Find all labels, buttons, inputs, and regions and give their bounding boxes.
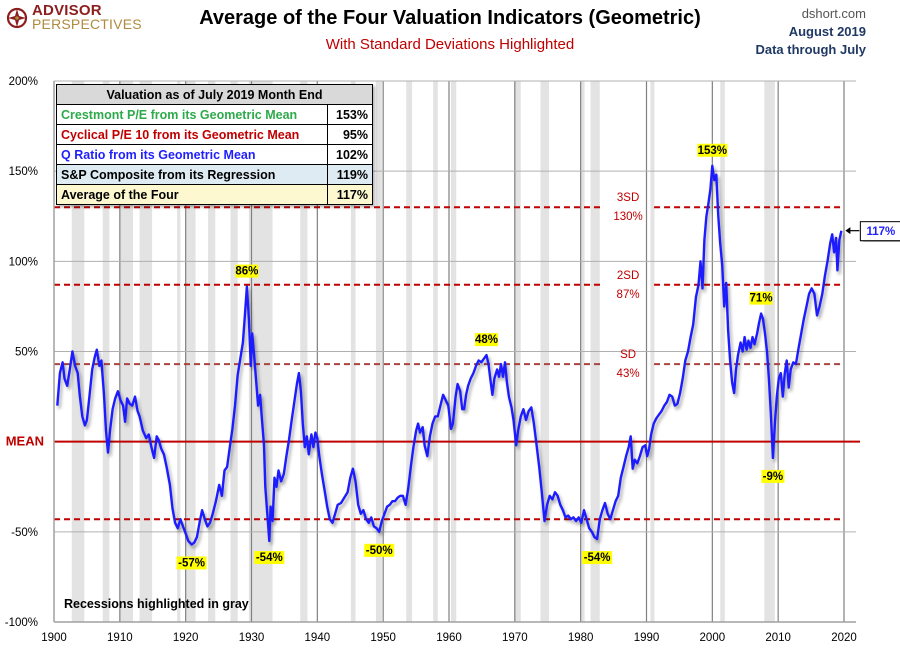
sd-label: SD: [620, 349, 636, 361]
annotation-label: 71%: [750, 293, 773, 305]
x-tick-label: 1900: [41, 632, 67, 644]
last-value-box: [859, 221, 900, 242]
valuation-table-title: Valuation as of July 2019 Month End: [56, 84, 373, 105]
row-label: Average of the Four: [56, 184, 328, 205]
logo-top-text: ADVISOR: [32, 2, 102, 19]
table-row: Cyclical P/E 10 from its Geometric Mean …: [56, 124, 373, 145]
valuation-table: Valuation as of July 2019 Month End Cres…: [56, 84, 373, 205]
annotation-highlight: [364, 543, 395, 557]
annotation-label: -50%: [366, 545, 393, 557]
y-tick-label: 150%: [9, 166, 38, 178]
last-value-label: 117%: [866, 226, 895, 238]
annotation-highlight: [254, 551, 285, 565]
annotation-label: 86%: [235, 266, 258, 278]
y-tick-label: MEAN: [6, 434, 44, 449]
annotation-label: -57%: [178, 557, 205, 569]
annotation-highlight: [761, 469, 785, 483]
table-row: S&P Composite from its Regression 119%: [56, 164, 373, 185]
sd-label: 3SD: [617, 192, 639, 204]
x-tick-label: 1930: [239, 632, 265, 644]
source-label: dshort.com: [801, 6, 866, 21]
table-row: Q Ratio from its Geometric Mean 102%: [56, 144, 373, 165]
annotation-label: -9%: [763, 471, 783, 483]
annotation-label: -54%: [584, 552, 611, 564]
row-value: 119%: [327, 164, 373, 185]
recession-note: Recessions highlighted in gray: [64, 597, 249, 611]
chart-subtitle: With Standard Deviations Highlighted: [325, 36, 575, 53]
x-tick-label: 1920: [173, 632, 199, 644]
annotation-highlight: [235, 264, 259, 278]
x-tick-label: 1960: [436, 632, 462, 644]
sd-value-label: 43%: [617, 368, 640, 380]
x-tick-label: 2010: [765, 632, 791, 644]
annotation-highlight: [697, 143, 728, 157]
x-tick-label: 1940: [305, 632, 331, 644]
annotation-highlight: [749, 291, 773, 305]
row-label: Q Ratio from its Geometric Mean: [56, 144, 328, 165]
x-tick-label: 1990: [634, 632, 660, 644]
y-tick-label: 200%: [9, 76, 38, 88]
publication-date: August 2019: [788, 24, 866, 39]
series-line: [56, 164, 843, 546]
annotation-label: 153%: [698, 145, 727, 157]
data-through-label: Data through July: [755, 42, 866, 57]
y-tick-label: 50%: [15, 347, 38, 359]
annotation-highlight: [475, 333, 499, 347]
row-value: 153%: [327, 104, 373, 125]
x-tick-label: 2020: [831, 632, 857, 644]
x-tick-label: 1980: [568, 632, 594, 644]
source-info: dshort.com August 2019 Data through July: [755, 5, 866, 59]
sd-value-label: 87%: [617, 289, 640, 301]
annotation-label: 48%: [475, 334, 498, 346]
chart-title: Average of the Four Valuation Indicators…: [199, 7, 701, 29]
annotation-highlight: [176, 556, 207, 570]
row-label: S&P Composite from its Regression: [56, 164, 328, 185]
sd-value-label: 130%: [613, 211, 642, 223]
row-label: Crestmont P/E from its Geometric Mean: [56, 104, 328, 125]
table-row: Average of the Four 117%: [56, 184, 373, 205]
sd-label: 2SD: [617, 270, 639, 282]
compass-icon: [6, 7, 28, 28]
y-tick-label: 100%: [9, 256, 38, 268]
row-value: 117%: [327, 184, 373, 205]
annotation-label: -54%: [256, 552, 283, 564]
x-tick-label: 1950: [370, 632, 396, 644]
x-tick-label: 1970: [502, 632, 528, 644]
y-tick-label: -100%: [5, 617, 38, 629]
annotation-highlight: [582, 551, 613, 565]
table-row: Crestmont P/E from its Geometric Mean 15…: [56, 104, 373, 125]
y-tick-label: -50%: [11, 527, 38, 539]
row-value: 95%: [327, 124, 373, 145]
logo-bottom-text: PERSPECTIVES: [32, 16, 142, 32]
arrow-left-icon: [845, 227, 851, 235]
row-value: 102%: [327, 144, 373, 165]
x-tick-label: 1910: [107, 632, 133, 644]
row-label: Cyclical P/E 10 from its Geometric Mean: [56, 124, 328, 145]
x-tick-label: 2000: [700, 632, 726, 644]
advisor-perspectives-logo: ADVISOR PERSPECTIVES: [6, 2, 142, 32]
